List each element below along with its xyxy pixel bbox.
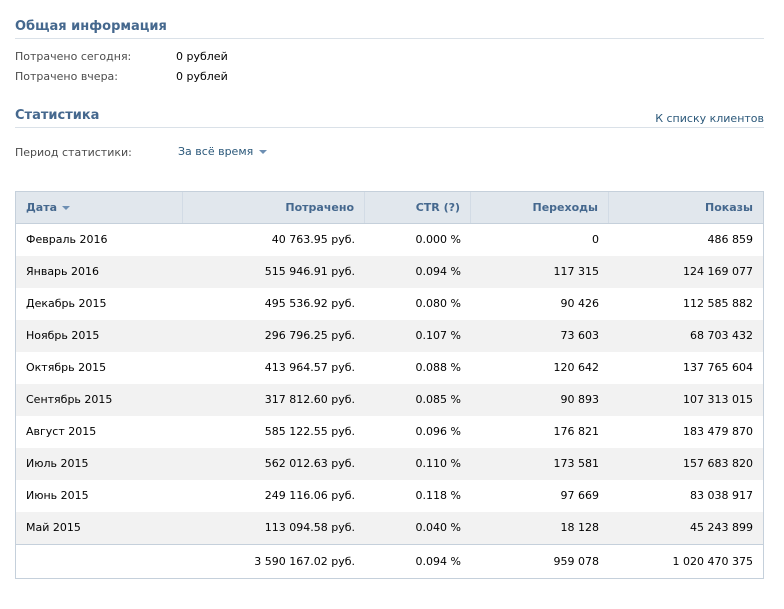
cell-date: Август 2015 [26,425,97,438]
stats-table: Дата Потрачено CTR (?) Переходы Показы Ф… [15,191,764,579]
cell-clicks: 0 [592,233,599,246]
table-row: Август 2015 585 122.55 руб. 0.096 % 176 … [16,416,763,448]
cell-clicks: 90 893 [560,393,600,406]
cell-clicks: 97 669 [560,489,600,502]
cell-shows: 45 243 899 [690,521,753,534]
spent-today-label: Потрачено сегодня: [15,50,132,63]
total-cell-clicks: 959 078 [553,555,600,568]
cell-date: Сентябрь 2015 [26,393,113,406]
period-label: Период статистики: [15,146,132,159]
cell-spent: 562 012.63 руб. [264,457,355,470]
table-header: Дата Потрачено CTR (?) Переходы Показы [16,192,763,224]
cell-shows: 107 313 015 [683,393,753,406]
column-header-spent[interactable]: Потрачено [183,192,365,223]
cell-spent: 495 536.92 руб. [264,297,355,310]
cell-ctr: 0.080 % [415,297,461,310]
total-cell-shows: 1 020 470 375 [672,555,753,568]
spent-yesterday-value: 0 рублей [176,70,228,83]
chevron-down-icon [259,149,268,154]
period-dropdown[interactable]: За всё время [178,145,268,158]
total-cell-date [16,545,183,578]
cell-clicks: 173 581 [553,457,600,470]
cell-spent: 40 763.95 руб. [271,233,355,246]
table-row: Январь 2016 515 946.91 руб. 0.094 % 117 … [16,256,763,288]
table-totals-row: 3 590 167.02 руб. 0.094 % 959 078 1 020 … [16,544,763,578]
cell-clicks: 73 603 [560,329,600,342]
cell-spent: 296 796.25 руб. [264,329,355,342]
sort-desc-icon [62,206,71,210]
cell-ctr: 0.040 % [415,521,461,534]
cell-clicks: 120 642 [553,361,600,374]
cell-shows: 83 038 917 [690,489,753,502]
table-row: Май 2015 113 094.58 руб. 0.040 % 18 128 … [16,512,763,544]
column-header-date[interactable]: Дата [16,192,183,223]
cell-shows: 137 765 604 [683,361,753,374]
general-info-divider [15,38,764,39]
table-row: Июль 2015 562 012.63 руб. 0.110 % 173 58… [16,448,763,480]
cell-ctr: 0.085 % [415,393,461,406]
cell-clicks: 18 128 [560,521,600,534]
cell-spent: 317 812.60 руб. [264,393,355,406]
cell-ctr: 0.110 % [415,457,461,470]
statistics-title: Статистика [15,108,100,123]
cell-spent: 515 946.91 руб. [264,265,355,278]
total-cell-spent: 3 590 167.02 руб. [254,555,355,568]
cell-shows: 124 169 077 [683,265,753,278]
column-header-clicks[interactable]: Переходы [471,192,609,223]
cell-ctr: 0.107 % [415,329,461,342]
spent-yesterday-label: Потрачено вчера: [15,70,118,83]
cell-clicks: 176 821 [553,425,600,438]
table-row: Сентябрь 2015 317 812.60 руб. 0.085 % 90… [16,384,763,416]
cell-spent: 249 116.06 руб. [264,489,355,502]
cell-shows: 157 683 820 [683,457,753,470]
client-list-link[interactable]: К списку клиентов [655,112,764,125]
column-header-date-label: Дата [26,201,58,214]
table-row: Декабрь 2015 495 536.92 руб. 0.080 % 90 … [16,288,763,320]
cell-date: Январь 2016 [26,265,100,278]
cell-date: Декабрь 2015 [26,297,107,310]
cell-date: Ноябрь 2015 [26,329,100,342]
period-dropdown-value: За всё время [178,145,254,158]
cell-spent: 585 122.55 руб. [264,425,355,438]
cell-ctr: 0.094 % [415,265,461,278]
statistics-divider [15,127,764,128]
cell-date: Июль 2015 [26,457,89,470]
cell-date: Июнь 2015 [26,489,89,502]
total-cell-ctr: 0.094 % [415,555,461,568]
table-row: Июнь 2015 249 116.06 руб. 0.118 % 97 669… [16,480,763,512]
column-header-ctr[interactable]: CTR (?) [365,192,471,223]
table-row: Ноябрь 2015 296 796.25 руб. 0.107 % 73 6… [16,320,763,352]
cell-ctr: 0.088 % [415,361,461,374]
cell-ctr: 0.000 % [415,233,461,246]
column-header-shows[interactable]: Показы [705,201,753,214]
cell-shows: 112 585 882 [683,297,753,310]
cell-clicks: 117 315 [553,265,600,278]
cell-date: Февраль 2016 [26,233,108,246]
cell-spent: 413 964.57 руб. [264,361,355,374]
cell-date: Май 2015 [26,521,81,534]
cell-ctr: 0.118 % [415,489,461,502]
cell-clicks: 90 426 [560,297,600,310]
cell-shows: 183 479 870 [683,425,753,438]
table-row: Февраль 2016 40 763.95 руб. 0.000 % 0 48… [16,224,763,256]
cell-shows: 68 703 432 [690,329,753,342]
cell-ctr: 0.096 % [415,425,461,438]
spent-today-value: 0 рублей [176,50,228,63]
general-info-title: Общая информация [15,19,167,34]
cell-date: Октябрь 2015 [26,361,107,374]
table-row: Октябрь 2015 413 964.57 руб. 0.088 % 120… [16,352,763,384]
cell-shows: 486 859 [707,233,754,246]
cell-spent: 113 094.58 руб. [264,521,355,534]
